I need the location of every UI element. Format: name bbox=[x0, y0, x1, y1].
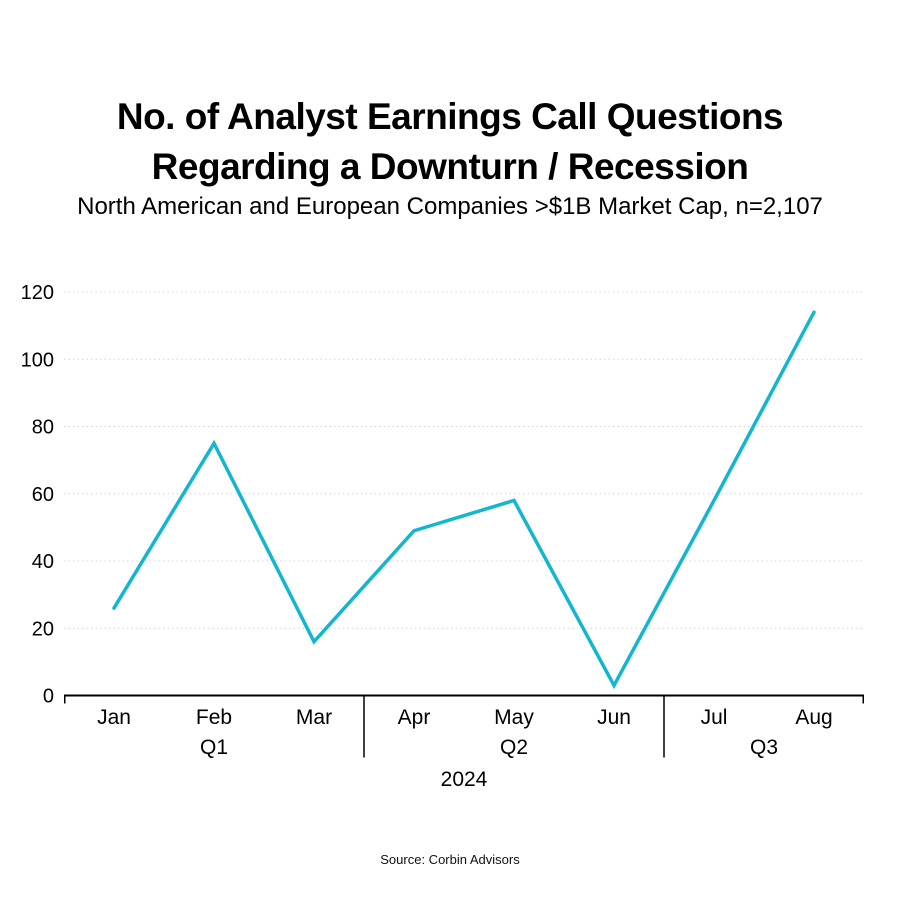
month-label-apr: Apr bbox=[398, 706, 431, 729]
chart-title-line2: Regarding a Downturn / Recession bbox=[151, 146, 749, 187]
y-tick-label-80: 80 bbox=[32, 417, 54, 439]
month-label-jun: Jun bbox=[597, 706, 631, 729]
quarter-label-q1: Q1 bbox=[200, 736, 228, 759]
month-label-feb: Feb bbox=[196, 706, 232, 729]
y-tick-label-120: 120 bbox=[21, 282, 54, 304]
year-label: 2024 bbox=[441, 768, 488, 791]
quarter-label-q2: Q2 bbox=[500, 736, 528, 759]
chart-subtitle: North American and European Companies >$… bbox=[77, 193, 823, 220]
y-tick-label-20: 20 bbox=[32, 618, 54, 640]
y-tick-label-0: 0 bbox=[43, 686, 54, 708]
month-label-mar: Mar bbox=[296, 706, 332, 729]
month-label-may: May bbox=[494, 706, 534, 729]
y-tick-label-40: 40 bbox=[32, 551, 54, 573]
y-tick-label-100: 100 bbox=[21, 349, 54, 371]
chart-title: No. of Analyst Earnings Call Questions R… bbox=[0, 92, 900, 192]
data-line-series bbox=[112, 310, 816, 690]
month-label-jul: Jul bbox=[701, 706, 728, 729]
y-tick-label-60: 60 bbox=[32, 484, 54, 506]
quarter-label-q3: Q3 bbox=[750, 736, 778, 759]
month-label-aug: Aug bbox=[795, 706, 832, 729]
month-label-jan: Jan bbox=[97, 706, 131, 729]
chart-title-line1: No. of Analyst Earnings Call Questions bbox=[116, 96, 784, 137]
source-note: Source: Corbin Advisors bbox=[380, 852, 520, 867]
